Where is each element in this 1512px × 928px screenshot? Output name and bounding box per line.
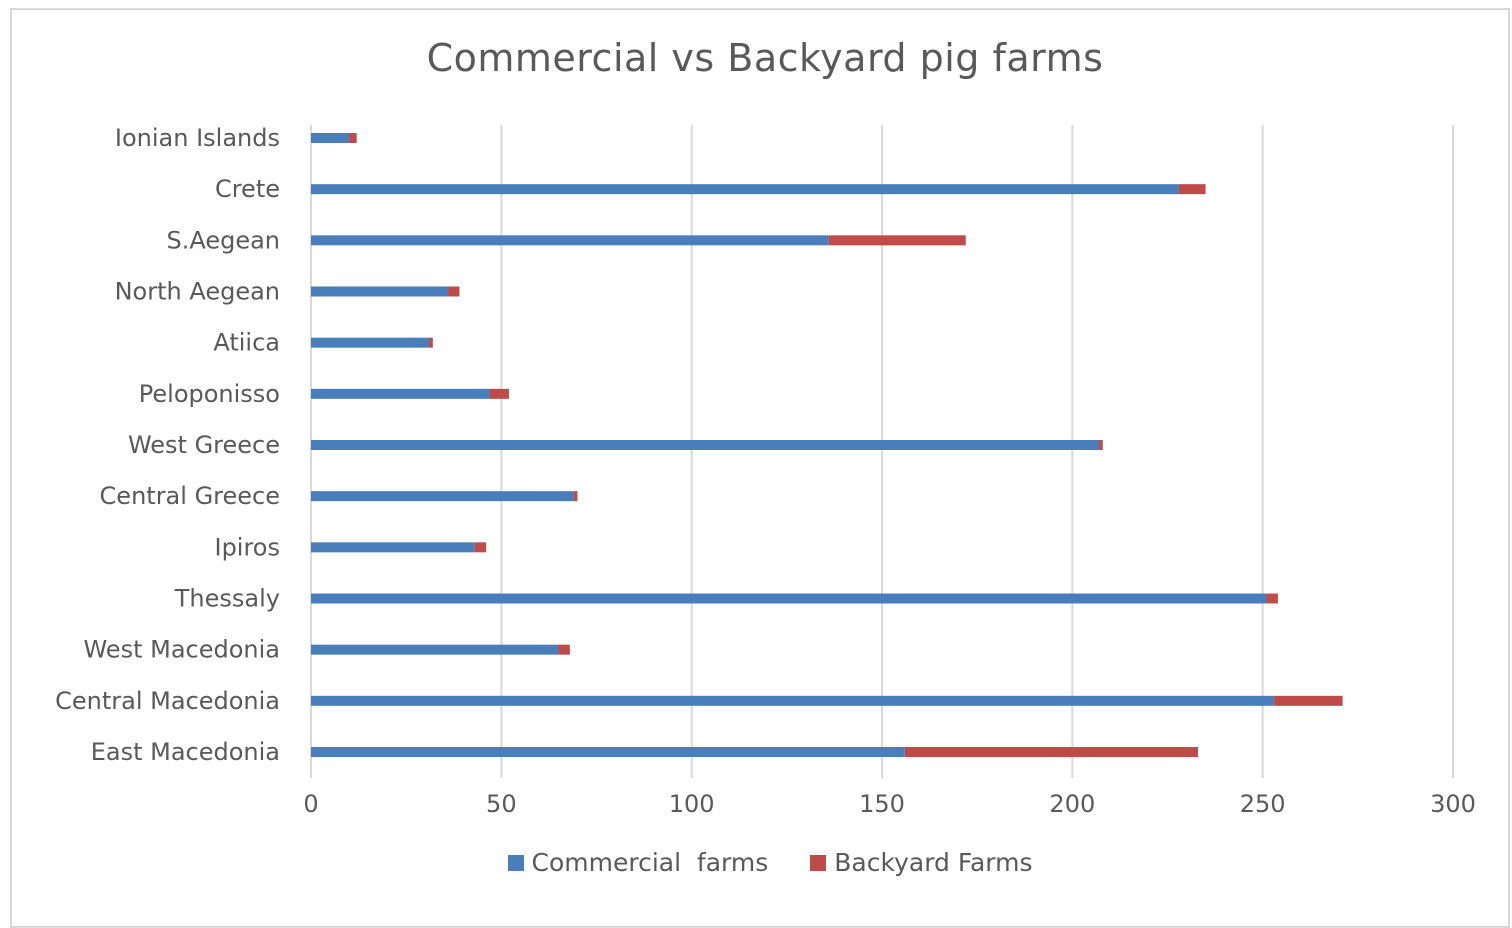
category-labels: East Macedonia Central Macedonia West Mace…	[55, 124, 280, 766]
legend-swatch-backyard	[810, 854, 827, 871]
category-label-12: Ionian Islands	[115, 124, 280, 152]
x-tick-label-0: 0	[303, 790, 318, 818]
legend-swatch-commercial	[507, 854, 524, 871]
legend-item-commercial: Commercial farms	[507, 848, 769, 877]
bar-commercial-5	[311, 491, 574, 502]
tick-labels: 0 50 100 150 200 250 300	[303, 790, 1476, 818]
x-tick-label-300: 300	[1430, 790, 1476, 818]
bar-commercial-1	[311, 695, 1275, 706]
bar-backyard-6	[1098, 440, 1103, 450]
x-tick-label-150: 150	[859, 790, 905, 818]
bar-backyard-2	[558, 644, 570, 655]
x-tick-label-50: 50	[486, 790, 517, 818]
category-label-7: Peloponisso	[139, 380, 280, 408]
category-label-8: Atiica	[213, 329, 280, 357]
gridlines	[310, 125, 1454, 778]
category-label-6: West Greece	[128, 431, 280, 459]
chart-frame	[10, 8, 1510, 928]
bar-commercial-6	[311, 440, 1099, 450]
legend: Commercial farms Backyard Farms	[0, 848, 1512, 877]
category-label-11: Crete	[215, 175, 280, 203]
bar-commercial-0	[311, 747, 905, 757]
category-label-2: West Macedonia	[83, 636, 280, 664]
legend-label-backyard: Backyard Farms	[834, 848, 1033, 877]
bar-commercial-10	[311, 235, 829, 246]
category-label-0: East Macedonia	[91, 738, 280, 766]
bar-backyard-1	[1274, 695, 1343, 706]
bar-backyard-12	[349, 133, 357, 143]
category-label-3: Thessaly	[174, 585, 280, 613]
category-label-1: Central Macedonia	[55, 687, 280, 715]
legend-item-backyard: Backyard Farms	[810, 848, 1032, 877]
bar-commercial-11	[311, 184, 1179, 195]
bar-backyard-0	[904, 747, 1198, 757]
bar-backyard-7	[489, 388, 509, 399]
bar-commercial-3	[311, 593, 1267, 604]
bar-backyard-11	[1178, 184, 1206, 195]
bar-commercial-2	[311, 644, 559, 655]
bar-backyard-8	[429, 337, 433, 348]
bar-backyard-10	[828, 235, 966, 246]
bar-commercial-8	[311, 337, 430, 348]
category-label-4: Ipiros	[214, 533, 280, 561]
category-label-10: S.Aegean	[166, 226, 280, 254]
bars	[311, 133, 1343, 757]
bar-backyard-4	[474, 542, 487, 553]
bar-backyard-3	[1266, 593, 1278, 604]
category-label-5: Central Greece	[100, 482, 280, 510]
x-tick-label-100: 100	[669, 790, 715, 818]
legend-label-commercial: Commercial farms	[531, 848, 769, 877]
x-tick-label-200: 200	[1049, 790, 1095, 818]
bar-backyard-5	[573, 491, 578, 502]
bar-commercial-4	[311, 542, 475, 553]
chart-title: Commercial vs Backyard pig farms	[426, 36, 1104, 80]
bar-commercial-7	[311, 388, 490, 399]
bar-backyard-9	[448, 286, 460, 297]
bar-commercial-9	[311, 286, 449, 297]
chart-plot: East Macedonia Central Macedonia West Mace…	[55, 124, 1476, 818]
category-label-9: North Aegean	[115, 278, 280, 306]
x-tick-label-250: 250	[1240, 790, 1286, 818]
bar-commercial-12	[311, 133, 350, 143]
